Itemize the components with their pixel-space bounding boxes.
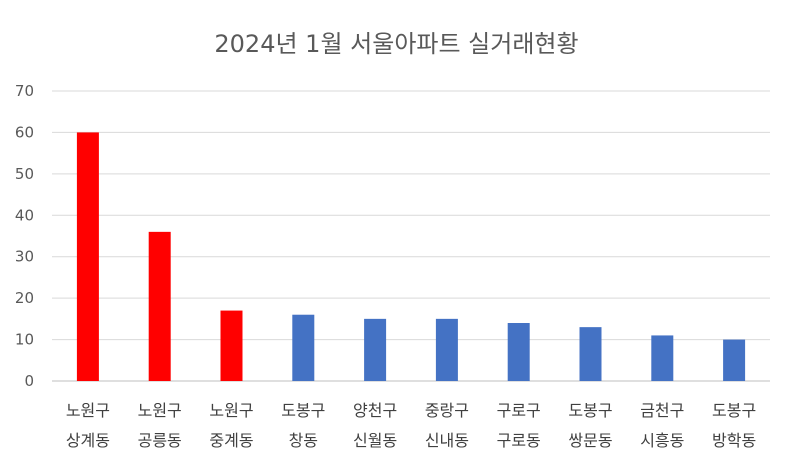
- x-tick-label-district: 도봉구: [281, 401, 325, 420]
- x-tick-label-dong: 시흥동: [640, 431, 684, 450]
- bar: [148, 231, 171, 381]
- x-tick-label-district: 노원구: [66, 401, 110, 420]
- grid-lines: [52, 90, 770, 382]
- y-tick-label: 60: [15, 123, 34, 141]
- x-tick-label-dong: 구로동: [497, 431, 541, 450]
- x-tick-label-dong: 공릉동: [138, 431, 182, 450]
- bar: [435, 318, 458, 381]
- y-tick-label: 40: [15, 206, 34, 224]
- x-tick-label-dong: 신월동: [353, 431, 397, 450]
- x-tick-label-dong: 창동: [289, 431, 318, 450]
- bars: [76, 132, 746, 381]
- x-tick-label-district: 양천구: [353, 401, 397, 420]
- x-tick-label-dong: 상계동: [66, 431, 110, 450]
- bar: [579, 327, 602, 381]
- y-tick-label: 20: [15, 289, 34, 307]
- y-tick-label: 50: [15, 165, 34, 183]
- x-tick-label-dong: 쌍문동: [568, 431, 612, 450]
- x-tick-label-district: 도봉구: [568, 401, 612, 420]
- bar: [723, 339, 746, 381]
- x-tick-label-district: 금천구: [640, 401, 684, 420]
- x-tick-label-dong: 중계동: [209, 431, 253, 450]
- bar: [76, 132, 99, 381]
- y-tick-label: 30: [15, 248, 34, 266]
- chart-title: 2024년 1월 서울아파트 실거래현황: [214, 30, 579, 58]
- x-tick-label-district: 중랑구: [425, 401, 469, 420]
- x-tick-label-district: 도봉구: [712, 401, 756, 420]
- x-tick-label-district: 노원구: [209, 401, 253, 420]
- bar: [220, 310, 243, 381]
- bar: [292, 314, 315, 381]
- y-tick-label: 10: [15, 331, 34, 349]
- bar: [651, 335, 674, 381]
- x-tick-label-district: 노원구: [138, 401, 182, 420]
- bar: [364, 318, 387, 381]
- y-tick-label: 70: [15, 82, 34, 100]
- bar: [507, 323, 530, 381]
- y-axis-ticks: 0 10 20 30 40 50 60 70: [15, 82, 34, 390]
- y-tick-label: 0: [24, 372, 34, 390]
- x-tick-label-dong: 방학동: [712, 431, 756, 450]
- x-tick-label-dong: 신내동: [425, 431, 469, 450]
- x-tick-label-district: 구로구: [497, 401, 541, 420]
